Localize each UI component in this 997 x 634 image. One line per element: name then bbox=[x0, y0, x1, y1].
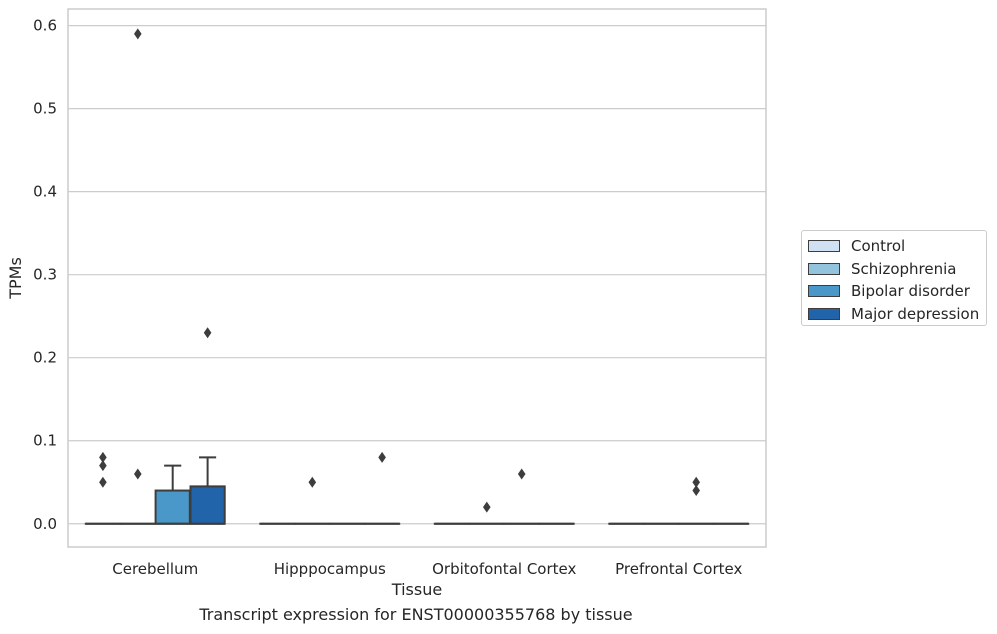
legend-swatch bbox=[808, 285, 840, 298]
x-tick-label: Orbitofontal Cortex bbox=[432, 560, 576, 578]
outlier-point bbox=[517, 468, 526, 480]
legend-label: Schizophrenia bbox=[851, 259, 957, 278]
legend-label: Major depression bbox=[851, 304, 980, 323]
outlier-point bbox=[99, 451, 107, 463]
legend-item: Control bbox=[808, 235, 986, 258]
plot-frame bbox=[67, 8, 767, 548]
outlier-point bbox=[692, 476, 700, 488]
outlier-point bbox=[692, 485, 700, 497]
outlier-point bbox=[99, 476, 107, 488]
y-tick-label: 0.3 bbox=[33, 266, 57, 284]
legend: Control Schizophrenia Bipolar disorder Majo… bbox=[801, 230, 987, 326]
legend-item: Bipolar disorder bbox=[808, 280, 986, 303]
x-axis-label: Tissue bbox=[391, 580, 442, 599]
legend-label: Bipolar disorder bbox=[851, 282, 970, 301]
outlier-point bbox=[378, 451, 386, 463]
outlier-point bbox=[134, 28, 142, 40]
x-tick-label: Cerebellum bbox=[112, 560, 198, 578]
y-tick-label: 0.2 bbox=[33, 349, 57, 367]
outlier-point bbox=[483, 501, 491, 513]
legend-swatch bbox=[808, 307, 840, 320]
outlier-point bbox=[134, 468, 142, 480]
y-tick-label: 0.1 bbox=[33, 432, 57, 450]
legend-label: Control bbox=[851, 237, 906, 256]
outlier-point bbox=[99, 460, 107, 472]
y-tick-label: 0.0 bbox=[33, 515, 57, 533]
y-tick-label: 0.4 bbox=[33, 183, 57, 201]
legend-item: Schizophrenia bbox=[808, 258, 986, 281]
x-tick-label: Prefrontal Cortex bbox=[615, 560, 742, 578]
x-tick-label: Hipppocampus bbox=[274, 560, 386, 578]
y-axis-label: TPMs bbox=[6, 257, 25, 300]
y-tick-label: 0.5 bbox=[33, 100, 57, 118]
outlier-point bbox=[203, 327, 212, 339]
legend-swatch bbox=[808, 262, 840, 275]
y-tick-label: 0.6 bbox=[33, 17, 57, 35]
box bbox=[189, 485, 226, 525]
legend-item: Major depression bbox=[808, 303, 986, 326]
outlier-point bbox=[308, 476, 317, 488]
box bbox=[154, 489, 191, 525]
chart-caption: Transcript expression for ENST0000035576… bbox=[199, 605, 633, 624]
legend-swatch bbox=[808, 240, 840, 253]
